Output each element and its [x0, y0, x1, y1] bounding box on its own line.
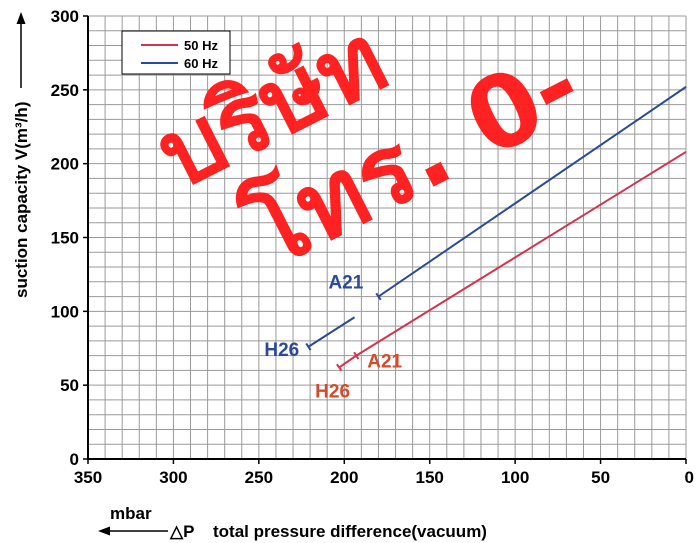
legend: 50 Hz 60 Hz	[121, 30, 231, 75]
axes	[83, 15, 687, 464]
legend-label: 50 Hz	[184, 38, 218, 53]
y-tick-label: 100	[51, 302, 79, 321]
y-tick-label: 0	[70, 450, 79, 469]
x-tick-label: 100	[501, 468, 529, 487]
x-tick-label: 200	[330, 468, 358, 487]
x-tick-label: 0	[685, 468, 694, 487]
series-line	[338, 354, 357, 369]
series-line-end-cap	[375, 292, 382, 301]
series-line	[355, 151, 687, 357]
series-line-end-cap	[353, 351, 360, 360]
x-tick-label: 150	[416, 468, 444, 487]
curve-label: A21	[367, 352, 402, 373]
curve-label: H26	[315, 381, 350, 402]
series-line-end-cap	[305, 342, 312, 351]
series-line-end-cap	[336, 363, 343, 372]
y-tick-label: 50	[60, 376, 79, 395]
grid	[87, 15, 687, 460]
legend-box	[121, 30, 231, 75]
x-tick-label: 300	[159, 468, 187, 487]
x-tick-label: 50	[591, 468, 610, 487]
x-axis-symbol: △P	[169, 522, 194, 541]
y-tick-label: 250	[51, 81, 79, 100]
curve-labels: H26 A21 H26 A21	[264, 273, 402, 403]
x-axis-label: total pressure difference(vacuum)	[213, 522, 487, 541]
x-tick-label: 350	[74, 468, 102, 487]
curve-label: H26	[264, 340, 299, 361]
y-tick-label: 150	[51, 229, 79, 248]
series-line	[307, 316, 356, 348]
axis-titles: suction capacity V(m³/h) mbar △P total p…	[12, 12, 487, 541]
x-axis-unit: mbar	[110, 504, 152, 523]
tick-labels: 350 300 250 200 150 100 50 0 0 50 100 150 200 250 300	[51, 7, 694, 487]
x-tick-label: 250	[245, 468, 273, 487]
series-lines	[305, 86, 687, 372]
legend-label: 60 Hz	[184, 56, 218, 71]
y-axis-label: suction capacity V(m³/h)	[12, 102, 31, 298]
y-axis-arrowhead	[16, 12, 26, 24]
y-tick-label: 200	[51, 155, 79, 174]
curve-label: A21	[328, 273, 363, 294]
series-line	[377, 86, 687, 298]
y-tick-label: 300	[51, 7, 79, 26]
x-axis-arrowhead	[98, 526, 110, 536]
